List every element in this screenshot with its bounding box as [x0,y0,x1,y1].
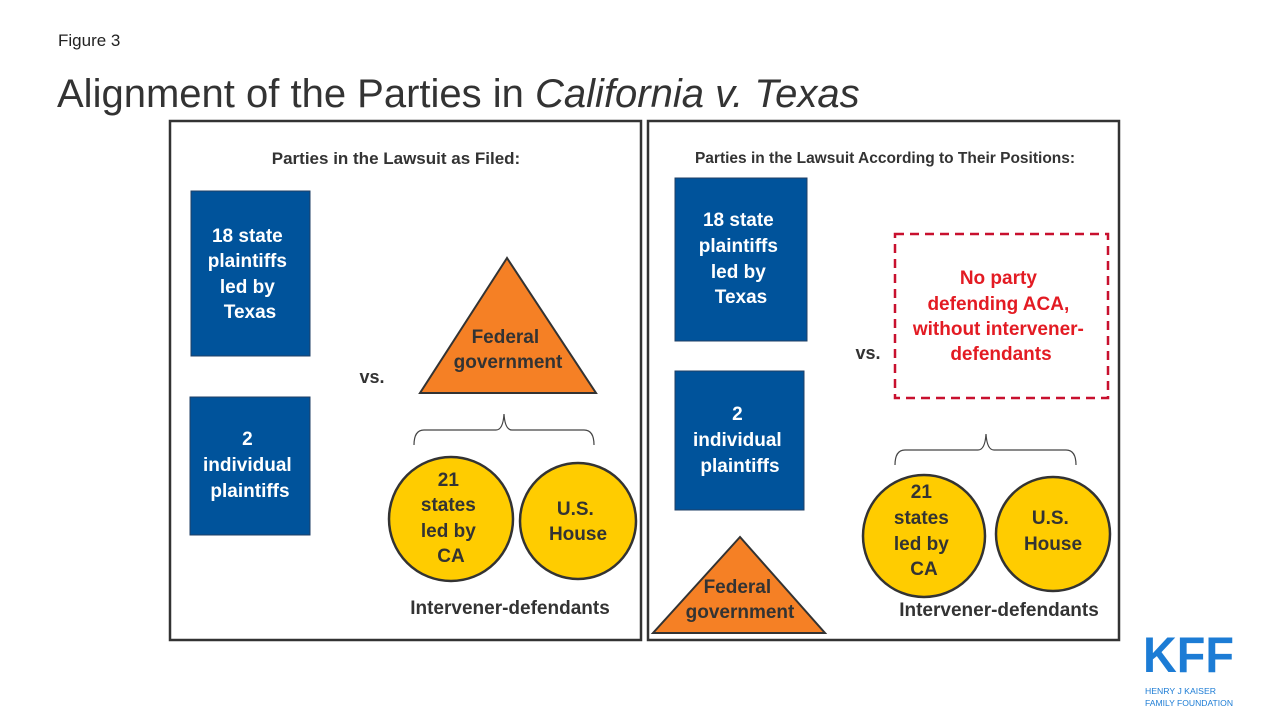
svg-text:2 individual p: 2 individual plaintiffs [203,429,297,502]
state-plaintiffs-box: 18 state plaintiffs led by Texas [674,177,808,342]
individual-plaintiffs-box: 2 individual plaintiffs [189,396,311,536]
brace [894,433,1077,466]
svg-text:Federal government: Federal government [686,577,795,623]
intervener-label: Intervener-defendants [899,600,1099,621]
vs-label: vs. [855,343,880,363]
individual-plaintiffs-box: 2 individual plaintiffs [674,370,805,511]
logo-mark: KFF [1143,627,1234,683]
left-panel: Parties in the Lawsuit as Filed: 18 stat… [168,119,643,642]
intervener-label: Intervener-defendants [410,598,610,619]
svg-text:21 states led: 21 states led by CA [894,482,954,580]
federal-government-triangle: Federal government [650,535,828,634]
svg-text:21 states led: 21 states led by CA [421,470,481,567]
page-title: Alignment of the Parties in California v… [57,72,860,116]
logo-line2: FAMILY FOUNDATION [1145,699,1233,708]
svg-text:Federal government: Federal government [454,327,563,373]
svg-text:18 state plaintiffs: 18 state plaintiffs led by Texas [208,226,292,323]
figure-label: Figure 3 [58,31,120,50]
states-led-by-ca-circle: 21 states led by CA [387,455,515,583]
us-house-circle: U.S. House [518,461,638,581]
us-house-circle: U.S. House [994,475,1112,593]
left-heading: Parties in the Lawsuit as Filed: [272,149,520,168]
right-heading: Parties in the Lawsuit According to Thei… [695,150,1075,167]
kff-logo: KFF HENRY J KAISER FAMILY FOUNDATION [1143,627,1234,708]
states-led-by-ca-circle: 21 states led by CA [861,473,987,599]
state-plaintiffs-box: 18 state plaintiffs led by Texas [190,190,311,357]
logo-line1: HENRY J KAISER [1145,687,1216,696]
right-panel: Parties in the Lawsuit According to Thei… [646,119,1121,642]
svg-text:U.S. House: U.S. House [549,499,607,545]
no-party-dashed-box: No party defending ACA, without interven… [893,232,1110,400]
federal-government-triangle: Federal government [418,256,598,394]
svg-text:No party defending ACA: No party defending ACA, without interven… [912,268,1089,365]
svg-text:18 state plaintiffs: 18 state plaintiffs led by Texas [699,210,783,308]
brace [413,413,595,446]
svg-text:U.S. House: U.S. House [1024,508,1082,555]
vs-label: vs. [359,367,384,387]
svg-text:2 individual p: 2 individual plaintiffs [693,404,787,477]
